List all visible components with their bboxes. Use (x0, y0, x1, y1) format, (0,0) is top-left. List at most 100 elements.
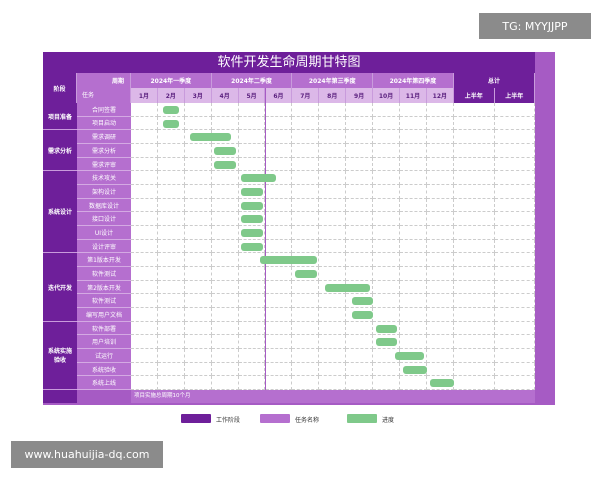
grid-cell (292, 349, 320, 363)
grid-cell (426, 239, 454, 254)
task-name: 架构设计 (77, 185, 131, 199)
grid-cell (211, 171, 239, 185)
grid-cell (265, 226, 293, 240)
grid-cell (292, 157, 320, 172)
grid-cell (157, 335, 185, 350)
month-header: 6月 (265, 88, 293, 103)
task-name: 试运行 (77, 349, 131, 363)
quarter-header: 2024年一季度 (131, 73, 212, 88)
progress-bar (241, 188, 263, 197)
grid-cell (184, 239, 212, 254)
grid-cell (319, 130, 347, 144)
grid-cell (346, 226, 374, 240)
grid-cell (292, 280, 320, 295)
grid-cell (211, 198, 239, 213)
grid-cell (131, 212, 158, 227)
grid-cell (184, 321, 212, 336)
month-header: 4月 (211, 88, 239, 103)
grid-cell (292, 239, 320, 254)
grid-cell (494, 226, 535, 240)
grid-cell (184, 157, 212, 172)
grid-cell (131, 335, 158, 350)
grid-cell (292, 144, 320, 158)
grid-cell (454, 171, 495, 185)
grid-cell (400, 308, 427, 322)
grid-cell (211, 362, 239, 377)
grid-cell (373, 103, 400, 117)
grid-cell (454, 198, 495, 213)
grid-cell (426, 116, 454, 131)
quarter-header: 2024年第三季度 (292, 73, 374, 88)
grid-cell (184, 294, 212, 309)
grid-cell (454, 253, 495, 268)
grid-cell (426, 321, 454, 336)
month-header: 12月 (426, 88, 454, 103)
grid-cell (494, 239, 535, 254)
grid-cell (292, 198, 320, 213)
grid-cell (494, 171, 535, 185)
grid-cell (211, 376, 239, 391)
progress-bar (214, 160, 236, 169)
legend-label: 工作阶段 (216, 417, 241, 424)
grid-cell (292, 308, 320, 322)
grid-cell (157, 144, 185, 158)
grid-cell (131, 253, 158, 268)
grid-cell (265, 198, 293, 213)
grid-cell (400, 253, 427, 268)
grid-cell (238, 280, 266, 295)
month-header: 1月 (131, 88, 158, 103)
phase-label: 系统设计 (43, 171, 77, 254)
grid-cell (238, 130, 266, 144)
grid-cell (131, 130, 158, 144)
grid-cell (426, 280, 454, 295)
progress-bar (163, 106, 180, 114)
grid-cell (373, 116, 400, 131)
grid-cell (265, 157, 293, 172)
grid-cell (454, 130, 495, 144)
grid-cell (157, 198, 185, 213)
task-label: 任务 (82, 92, 95, 99)
task-name: UI设计 (77, 226, 131, 240)
grid-cell (454, 103, 495, 117)
task-name: 需求分析 (77, 144, 131, 158)
grid-cell (426, 198, 454, 213)
period-task-header (77, 73, 131, 103)
legend-swatch (181, 414, 211, 423)
grid-cell (157, 226, 185, 240)
grid-cell (238, 144, 266, 158)
progress-bar (241, 201, 263, 210)
grid-cell (400, 144, 427, 158)
grid-cell (292, 116, 320, 131)
grid-cell (494, 157, 535, 172)
quarter-header: 2024年第四季度 (373, 73, 454, 88)
total-subheader: 上半年 (494, 88, 535, 103)
legend-swatch (347, 414, 377, 423)
grid-cell (400, 335, 427, 350)
task-name: 第2版本开发 (77, 280, 131, 295)
month-header: 5月 (238, 88, 266, 103)
grid-cell (211, 280, 239, 295)
grid-cell (157, 280, 185, 295)
grid-cell (292, 185, 320, 199)
grid-cell (184, 253, 212, 268)
quarter-header: 2024年二季度 (211, 73, 293, 88)
grid-cell (131, 144, 158, 158)
grid-cell (346, 185, 374, 199)
grid-cell (426, 144, 454, 158)
grid-cell (494, 253, 535, 268)
grid-cell (373, 294, 400, 309)
grid-cell (346, 362, 374, 377)
grid-cell (292, 376, 320, 391)
grid-cell (319, 294, 347, 309)
grid-cell (211, 267, 239, 281)
grid-cell (184, 335, 212, 350)
grid-cell (157, 157, 185, 172)
task-name: 合同签署 (77, 103, 131, 117)
grid-cell (131, 185, 158, 199)
task-name: 技术攻关 (77, 171, 131, 185)
grid-cell (131, 157, 158, 172)
grid-cell (238, 267, 266, 281)
watermark-bottom: www.huahuijia-dq.com (11, 441, 163, 468)
grid-cell (373, 226, 400, 240)
grid-cell (184, 198, 212, 213)
